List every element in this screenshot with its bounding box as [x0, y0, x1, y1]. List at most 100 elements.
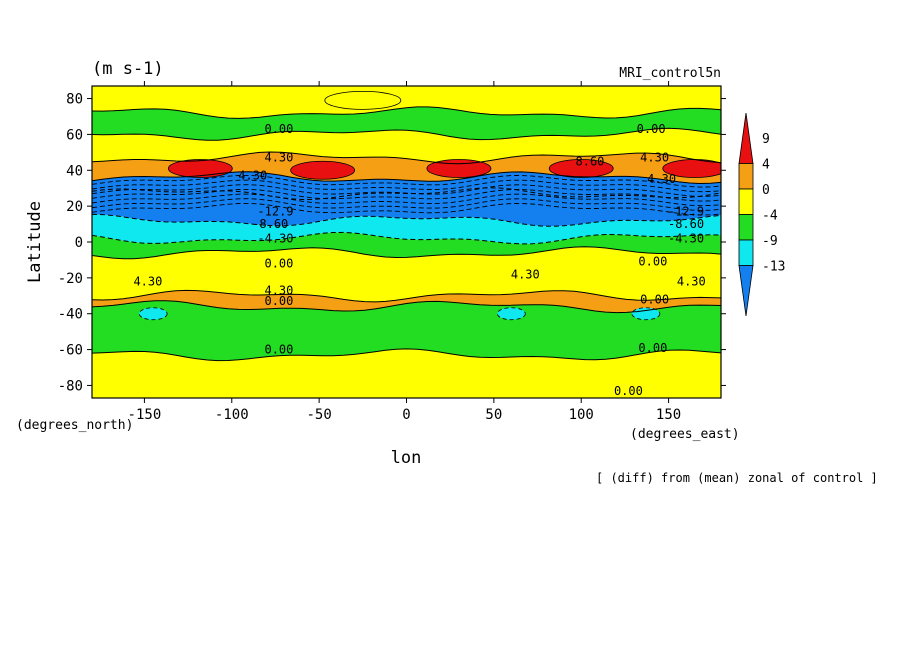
band-2: [92, 128, 721, 164]
colorbar: 9 4 0 -4 -9 -13: [738, 112, 785, 317]
contour-line-11: [92, 348, 721, 362]
jet-contour-5: [92, 198, 721, 211]
colorbar-label-2: 0: [762, 183, 770, 198]
colorbar-label-3: -4: [762, 209, 778, 224]
x-tick-label-3: 0: [402, 407, 410, 423]
y-tick-label-7: -60: [58, 343, 83, 359]
contour-line-3: [92, 151, 721, 165]
contour-label-10: -8.60: [668, 217, 704, 231]
contour-label-12: -4.30: [668, 231, 704, 245]
y-tick-label-1: 60: [66, 127, 83, 143]
contour-label-16: 4.30: [133, 274, 162, 288]
contour-line-10: [92, 300, 721, 314]
band-6: [92, 214, 721, 244]
extremum-0: [167, 159, 233, 178]
contour-line-8: [92, 246, 721, 260]
extremum-3: [548, 159, 614, 178]
band-0: [92, 86, 721, 119]
contour-label-3: 4.30: [640, 151, 669, 165]
band-9: [92, 290, 721, 313]
colorbar-label-1: 4: [762, 158, 770, 173]
contour-label-18: 4.30: [264, 283, 293, 297]
contour-line-7: [92, 231, 721, 245]
y-axis: 80 60 40 20 0 -20 -40 -60 -80: [58, 92, 726, 394]
contour-label-0: 0.00: [264, 122, 293, 136]
extremum-1: [290, 160, 356, 180]
contour-line-9: [92, 289, 721, 303]
x-tick-label-1: -100: [215, 407, 249, 423]
jet-contour-3: [92, 188, 721, 202]
y-tick-label-6: -40: [58, 307, 83, 323]
extremum-6: [138, 307, 168, 321]
extremum-2: [426, 159, 492, 178]
contour-label-7: -12.9: [257, 205, 293, 219]
colorbar-label-0: 9: [762, 132, 770, 147]
y-tick-label-0: 80: [66, 92, 83, 108]
contour-label-9: -8.60: [252, 217, 288, 231]
contour-label-21: 0.00: [264, 343, 293, 357]
extremum-8: [324, 90, 402, 110]
run-title: MRI_control5n: [619, 66, 721, 81]
jet-contour-2: [92, 184, 721, 197]
contour-label-11: -4.30: [257, 231, 293, 245]
band-10: [92, 300, 721, 361]
x-tick-label-6: 150: [656, 407, 681, 423]
contour-label-4: 8.60: [576, 154, 605, 168]
x-axis: -150 -100 -50 0 50 100 150: [128, 81, 681, 423]
band-7: [92, 232, 721, 259]
contour-label-20: 0.00: [640, 292, 669, 306]
x-axis-label: lon: [391, 448, 422, 468]
band-8: [92, 246, 721, 302]
y-units-label: (degrees_north): [16, 418, 133, 433]
contour-label-1: 0.00: [637, 122, 666, 136]
extremum-7: [631, 307, 661, 321]
jet-contour-0: [92, 174, 721, 188]
y-tick-label-8: -80: [58, 378, 83, 394]
plot-area: 0.00 0.004.30 4.308.604.30 4.30-12.9 -12.9-8…: [92, 86, 721, 398]
contour-label-22: 0.00: [638, 341, 667, 355]
y-tick-label-5: -20: [58, 271, 83, 287]
jet-contour-1: [92, 179, 721, 193]
color-bands: [92, 86, 721, 398]
colorbar-segment-4: [738, 239, 754, 266]
contour-line-2: [92, 127, 721, 141]
band-11: [92, 348, 721, 398]
colorbar-segment-3: [738, 214, 754, 241]
x-tick-label-5: 100: [569, 407, 594, 423]
colorbar-label-5: -13: [762, 260, 785, 275]
x-tick-label-4: 50: [485, 407, 502, 423]
extremum-5: [496, 307, 526, 321]
units-title: (m s-1): [92, 59, 164, 79]
x-units-label: (degrees_east): [630, 427, 740, 442]
contour-label-8: -12.9: [668, 205, 704, 219]
colorbar-label-4: -9: [762, 234, 778, 249]
footnote: [ (diff) from (mean) zonal of control ]: [596, 471, 878, 485]
x-tick-label-0: -150: [128, 407, 162, 423]
contour-line-4: [92, 171, 721, 185]
y-axis-label: Latitude: [25, 201, 45, 283]
contour-label-19: 0.00: [264, 294, 293, 308]
jet-contour-4: [92, 193, 721, 207]
y-tick-label-4: 0: [75, 235, 83, 251]
contour-label-6: 4.30: [647, 172, 676, 186]
colorbar-segment-1: [738, 163, 754, 190]
contour-label-5: 4.30: [238, 169, 267, 183]
contour-labels: 0.00 0.004.30 4.308.604.30 4.30-12.9 -12.9-8…: [133, 122, 705, 398]
y-tick-label-3: 20: [66, 199, 83, 215]
local-extrema: [138, 90, 721, 321]
x-tick-label-2: -50: [306, 407, 331, 423]
contour-label-15: 4.30: [511, 267, 540, 281]
contour-label-17: 4.30: [677, 274, 706, 288]
colorbar-segment-2: [738, 188, 754, 215]
contour-label-23: 0.00: [614, 384, 643, 398]
jet-contour-6: [92, 202, 721, 216]
contour-line-1: [92, 106, 721, 119]
colorbar-segment-5: [738, 265, 754, 317]
contour-label-2: 4.30: [264, 151, 293, 165]
contour-lines: [92, 106, 721, 362]
contour-label-14: 0.00: [638, 255, 667, 269]
band-4: [92, 171, 721, 200]
contour-label-13: 0.00: [264, 257, 293, 271]
contour-line-6: [92, 213, 721, 227]
